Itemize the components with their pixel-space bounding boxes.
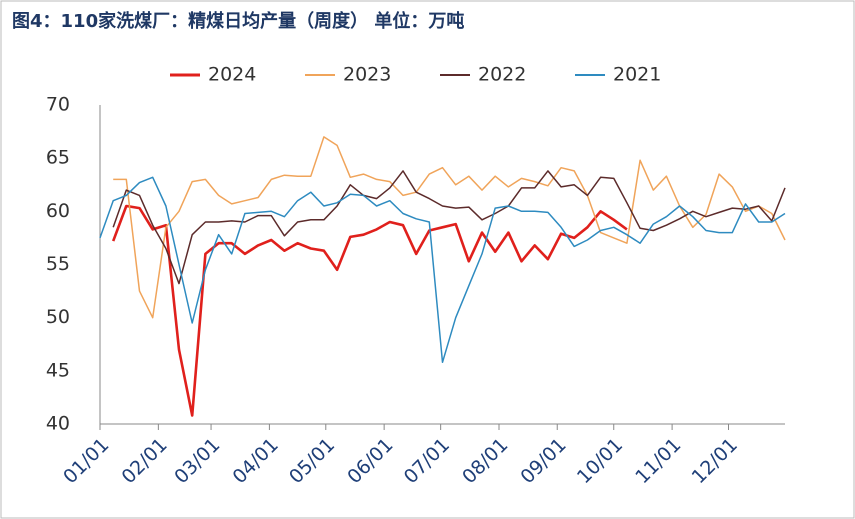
y-tick-label: 65 bbox=[46, 147, 70, 169]
series-line bbox=[113, 136, 786, 319]
series-line bbox=[99, 176, 786, 364]
y-tick-label: 50 bbox=[46, 306, 70, 328]
legend-label: 2024 bbox=[208, 64, 256, 86]
y-tick-label: 45 bbox=[46, 359, 70, 381]
legend-label: 2022 bbox=[478, 64, 526, 86]
legend-label: 2021 bbox=[613, 64, 661, 86]
y-tick-label: 70 bbox=[46, 94, 70, 116]
y-tick-label: 40 bbox=[46, 413, 70, 435]
series-line bbox=[112, 170, 786, 285]
legend-label: 2023 bbox=[343, 64, 391, 86]
y-tick-label: 60 bbox=[46, 200, 70, 222]
chart-title: 图4：110家洗煤厂：精煤日均产量（周度） 单位：万吨 bbox=[12, 10, 464, 32]
series-line bbox=[111, 204, 628, 417]
y-tick-label: 55 bbox=[46, 253, 70, 275]
